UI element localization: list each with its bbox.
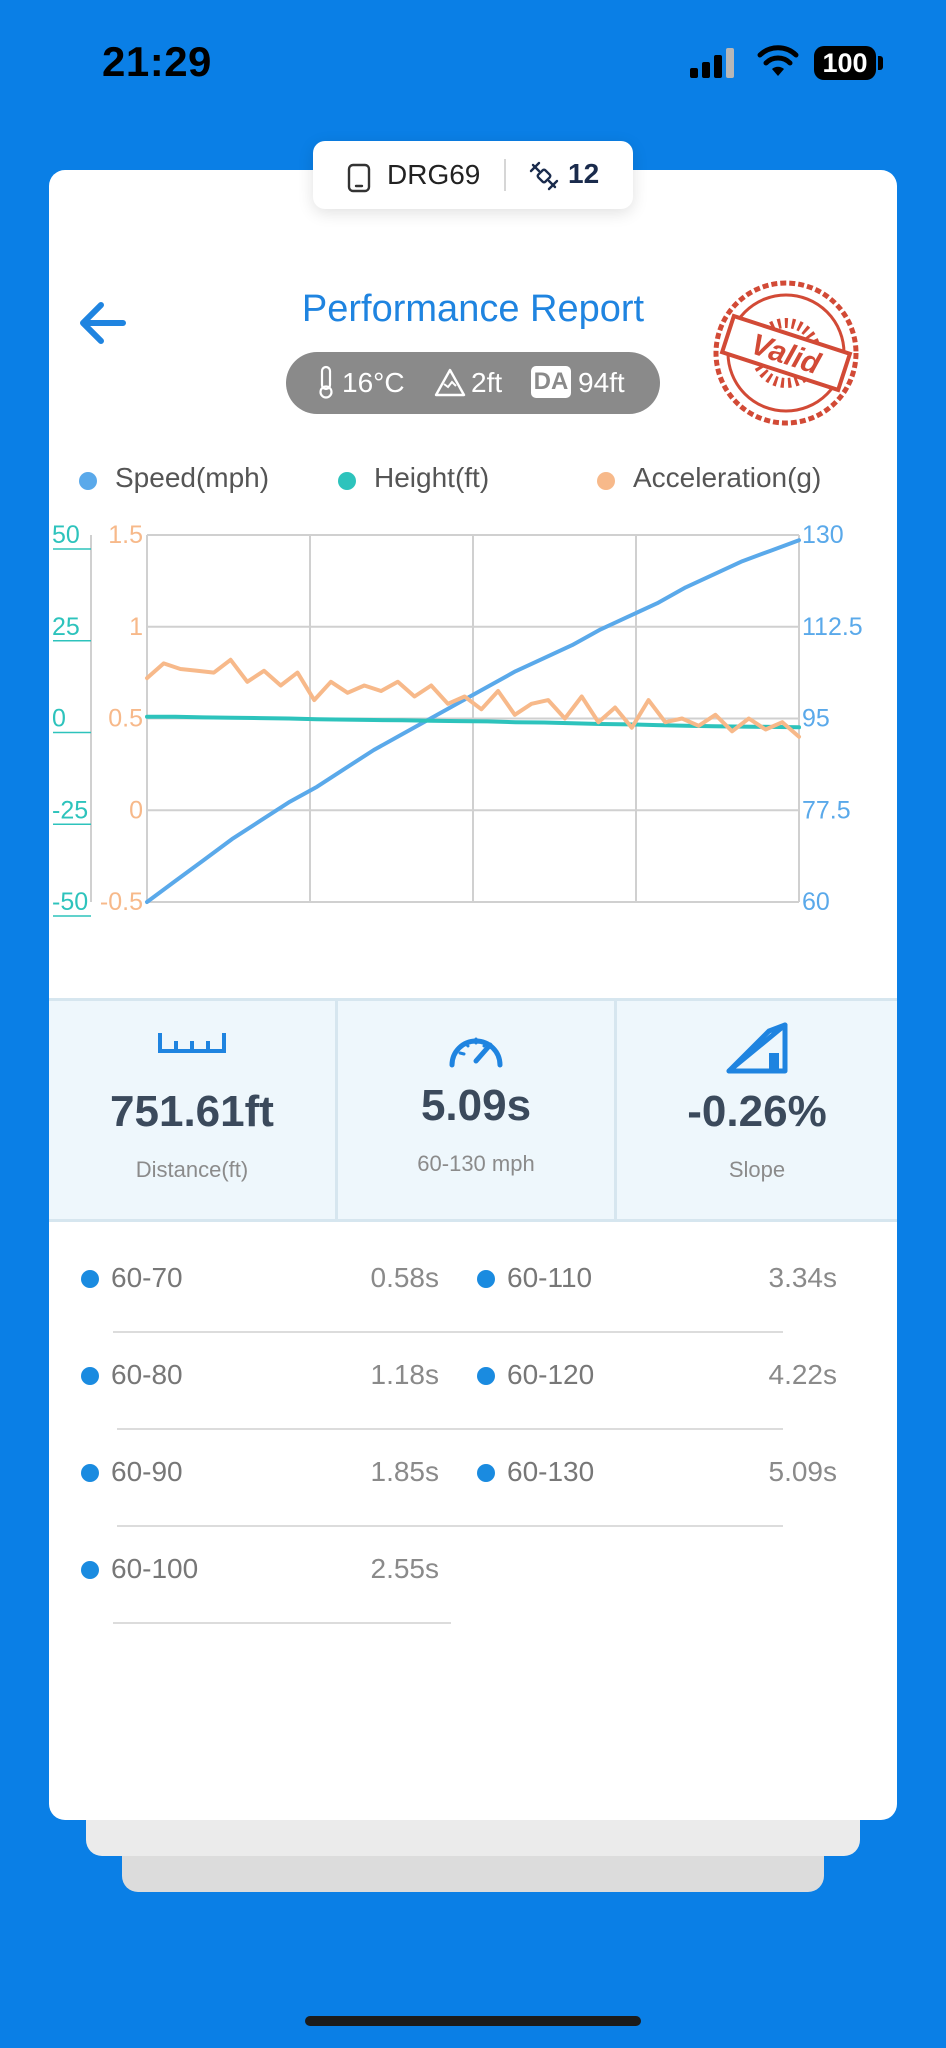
height-axis-tick-label: 0 xyxy=(52,705,66,733)
bullet-dot xyxy=(477,1270,495,1288)
bullet-dot xyxy=(81,1270,99,1288)
speed-axis-tick-label: 77.5 xyxy=(802,796,851,824)
status-bar: 21:29 100 xyxy=(0,0,946,120)
density-altitude-badge: DA xyxy=(531,366,571,398)
report-card: Performance Report 16°C 2ft DA 94ft Vali… xyxy=(49,170,897,1820)
split-divider xyxy=(117,1525,783,1527)
accel-axis-tick-label: -0.5 xyxy=(100,888,143,916)
stat-value: -0.26% xyxy=(687,1087,827,1136)
stat-label: Slope xyxy=(728,1157,786,1182)
stats-row: 751.61ft Distance(ft) 5.09s 60-130 mph xyxy=(49,998,897,1222)
split-item: 60-130 5.09s xyxy=(117,1430,838,1527)
accel-axis-tick-label: 1.5 xyxy=(108,521,143,549)
legend-dot xyxy=(79,472,97,490)
split-divider xyxy=(113,1622,451,1624)
speedometer-icon xyxy=(449,1037,503,1068)
split-value: 2.55s xyxy=(370,1553,440,1584)
split-divider xyxy=(117,1428,783,1430)
bullet-dot xyxy=(477,1367,495,1385)
height-axis-tick-label: -25 xyxy=(52,796,88,824)
height-axis-tick-label: 50 xyxy=(52,521,80,549)
density-altitude-value: 94ft xyxy=(578,367,625,398)
cellular-signal-icon xyxy=(690,48,734,78)
temperature-value: 16°C xyxy=(342,367,405,398)
series-line-speed-mph xyxy=(145,538,801,904)
accel-axis-tick-label: 0.5 xyxy=(108,705,143,733)
legend-label: Height(ft) xyxy=(374,462,490,493)
split-item: 60-70 0.58s xyxy=(81,1236,451,1333)
stat-value: 751.61ft xyxy=(110,1087,274,1136)
bullet-dot xyxy=(81,1367,99,1385)
height-axis-tick-label: 25 xyxy=(52,613,80,641)
home-indicator[interactable] xyxy=(305,2016,641,2026)
bullet-dot xyxy=(477,1464,495,1482)
stat-label: 60-130 mph xyxy=(417,1151,535,1176)
series-line-acceleration-g xyxy=(145,657,801,739)
series-line-height-ft xyxy=(145,714,801,730)
split-item: 60-80 1.18s xyxy=(81,1333,439,1430)
thermometer-icon xyxy=(319,365,333,399)
performance-chart: 50 25 0 -25 -50 1.5 1 0.5 0 -0.5 130 112.5 95 77.5 60 xyxy=(52,521,863,917)
split-label: 60-70 xyxy=(111,1262,183,1293)
split-value: 1.85s xyxy=(370,1456,440,1487)
wifi-icon xyxy=(757,45,799,76)
accel-axis-tick-label: 0 xyxy=(129,796,143,824)
legend-dot xyxy=(338,472,356,490)
speed-axis-tick-label: 130 xyxy=(802,521,844,549)
status-time: 21:29 xyxy=(102,38,212,85)
speed-axis-tick-label: 112.5 xyxy=(802,613,863,641)
split-item: 60-110 3.34s xyxy=(117,1236,838,1333)
battery-nub xyxy=(878,56,883,70)
split-value: 3.34s xyxy=(768,1262,838,1293)
speed-axis-tick-label: 95 xyxy=(802,705,830,733)
mountain-icon xyxy=(434,368,466,397)
split-label: 60-100 xyxy=(111,1553,199,1584)
stat-value: 5.09s xyxy=(420,1081,532,1130)
stat-distance: 751.61ft Distance(ft) xyxy=(49,1001,335,1219)
phone-icon xyxy=(347,163,371,193)
battery-icon: 100 xyxy=(814,46,876,80)
bullet-dot xyxy=(81,1561,99,1579)
back-arrow-icon[interactable] xyxy=(71,290,137,356)
split-item: 60-100 2.55s xyxy=(81,1527,451,1624)
split-label: 60-120 xyxy=(507,1359,595,1390)
page-title: Performance Report xyxy=(301,288,645,330)
split-divider xyxy=(117,1331,783,1333)
device-name: DRG69 xyxy=(387,159,481,190)
legend-label: Speed(mph) xyxy=(115,462,270,493)
bullet-dot xyxy=(81,1464,99,1482)
split-label: 60-110 xyxy=(507,1262,593,1293)
split-item: 60-90 1.85s xyxy=(81,1430,439,1527)
legend-dot xyxy=(597,472,615,490)
legend-label: Acceleration(g) xyxy=(633,462,822,493)
satellite-icon xyxy=(529,161,559,191)
valid-stamp: Valid xyxy=(713,280,859,426)
stat-slope: -0.26% Slope xyxy=(617,1001,897,1219)
speed-axis-tick-label: 60 xyxy=(802,888,830,916)
accel-axis-tick-label: 1 xyxy=(129,613,143,641)
ruler-icon xyxy=(158,1033,226,1053)
altitude-value: 2ft xyxy=(471,367,503,398)
stat-divider xyxy=(335,1001,338,1219)
satellite-count: 12 xyxy=(568,158,600,189)
split-item: 60-120 4.22s xyxy=(117,1333,838,1430)
split-label: 60-90 xyxy=(111,1456,183,1487)
split-value: 4.22s xyxy=(768,1359,838,1390)
split-value: 1.18s xyxy=(370,1359,440,1390)
split-label: 60-130 xyxy=(507,1456,595,1487)
split-label: 60-80 xyxy=(111,1359,183,1390)
stat-label: Distance(ft) xyxy=(135,1157,249,1182)
stat-divider xyxy=(614,1001,617,1219)
pill-divider xyxy=(504,159,506,191)
split-value: 5.09s xyxy=(768,1456,838,1487)
height-axis-tick-label: -50 xyxy=(52,888,88,916)
conditions-pill: 16°C 2ft DA 94ft xyxy=(286,352,660,414)
slope-icon xyxy=(726,1022,788,1074)
split-value: 0.58s xyxy=(370,1262,440,1293)
stat-time: 5.09s 60-130 mph xyxy=(338,1001,614,1219)
device-pill[interactable]: DRG69 12 xyxy=(313,141,633,209)
